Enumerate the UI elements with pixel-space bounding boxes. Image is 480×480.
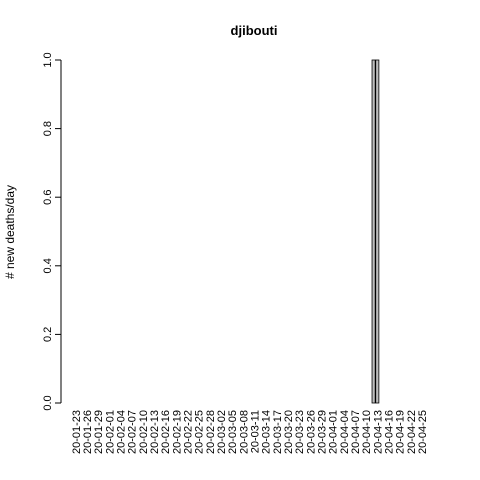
x-tick-label-20-02-19: 20-02-19 xyxy=(171,410,183,454)
bar-20-04-12 xyxy=(371,59,376,404)
y-tick-label: 1.0 xyxy=(42,52,54,67)
x-axis: 20-01-23 20-01-26 20-01-29 20-02-01 20-02-04… xyxy=(71,410,429,454)
x-tick-label-20-02-04: 20-02-04 xyxy=(116,410,128,454)
x-tick-label-20-04-19: 20-04-19 xyxy=(395,410,407,454)
x-tick-label-20-03-08: 20-03-08 xyxy=(238,410,250,454)
x-tick-label-20-02-22: 20-02-22 xyxy=(183,410,195,454)
x-tick-label-20-02-07: 20-02-07 xyxy=(127,410,139,454)
y-tick-label: 0.6 xyxy=(42,190,54,205)
x-tick-label-20-03-29: 20-03-29 xyxy=(316,410,328,454)
x-tick-label-20-03-14: 20-03-14 xyxy=(261,410,273,454)
x-tick-label-20-02-10: 20-02-10 xyxy=(138,410,150,454)
x-tick-label-20-03-11: 20-03-11 xyxy=(250,410,262,453)
x-tick-label-20-02-13: 20-02-13 xyxy=(149,410,161,454)
y-tick-label: 0.0 xyxy=(42,395,54,410)
x-tick-label-20-02-28: 20-02-28 xyxy=(205,410,217,454)
x-tick-label-20-04-10: 20-04-10 xyxy=(361,410,373,454)
x-tick-label-20-04-01: 20-04-01 xyxy=(328,410,340,454)
x-tick-label-20-01-23: 20-01-23 xyxy=(71,410,83,454)
y-tick-label: 0.4 xyxy=(42,258,54,273)
x-tick-label-20-03-20: 20-03-20 xyxy=(283,410,295,454)
x-tick-label-20-03-17: 20-03-17 xyxy=(272,410,284,454)
x-tick-label-20-01-29: 20-01-29 xyxy=(93,410,105,454)
x-tick-label-20-04-25: 20-04-25 xyxy=(417,410,429,454)
x-tick-label-20-03-23: 20-03-23 xyxy=(294,410,306,454)
x-tick-label-20-02-25: 20-02-25 xyxy=(194,410,206,454)
bars xyxy=(371,59,380,404)
x-tick-label-20-01-26: 20-01-26 xyxy=(82,410,94,454)
x-tick-label-20-02-16: 20-02-16 xyxy=(160,410,172,454)
x-tick-label-20-04-16: 20-04-16 xyxy=(383,410,395,454)
x-tick-label-20-03-26: 20-03-26 xyxy=(305,410,317,454)
y-tick-label: 0.8 xyxy=(42,121,54,136)
x-tick-label-20-04-22: 20-04-22 xyxy=(406,410,418,454)
x-tick-label-20-02-01: 20-02-01 xyxy=(104,410,116,454)
bar-20-04-13 xyxy=(375,59,380,404)
y-axis-label: # new deaths/day xyxy=(3,185,17,279)
x-tick-label-20-03-05: 20-03-05 xyxy=(227,410,239,454)
x-tick-label-20-03-02: 20-03-02 xyxy=(216,410,228,454)
x-tick-label-20-04-07: 20-04-07 xyxy=(350,410,362,454)
y-axis: 0.0 0.2 0.4 0.6 0.8 1.0 xyxy=(42,52,62,411)
x-tick-label-20-04-04: 20-04-04 xyxy=(339,410,351,454)
chart-title: djibouti xyxy=(231,23,278,38)
x-tick-label-20-04-13: 20-04-13 xyxy=(372,410,384,454)
y-tick-label: 0.2 xyxy=(42,327,54,342)
